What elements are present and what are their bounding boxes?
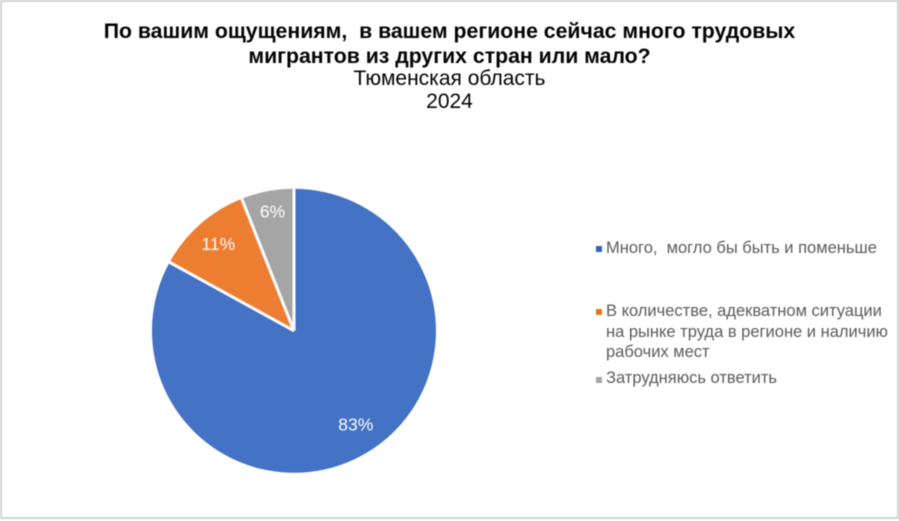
svg-text:83%: 83%: [338, 414, 373, 434]
svg-text:11%: 11%: [201, 234, 235, 254]
svg-text:6%: 6%: [260, 201, 285, 221]
